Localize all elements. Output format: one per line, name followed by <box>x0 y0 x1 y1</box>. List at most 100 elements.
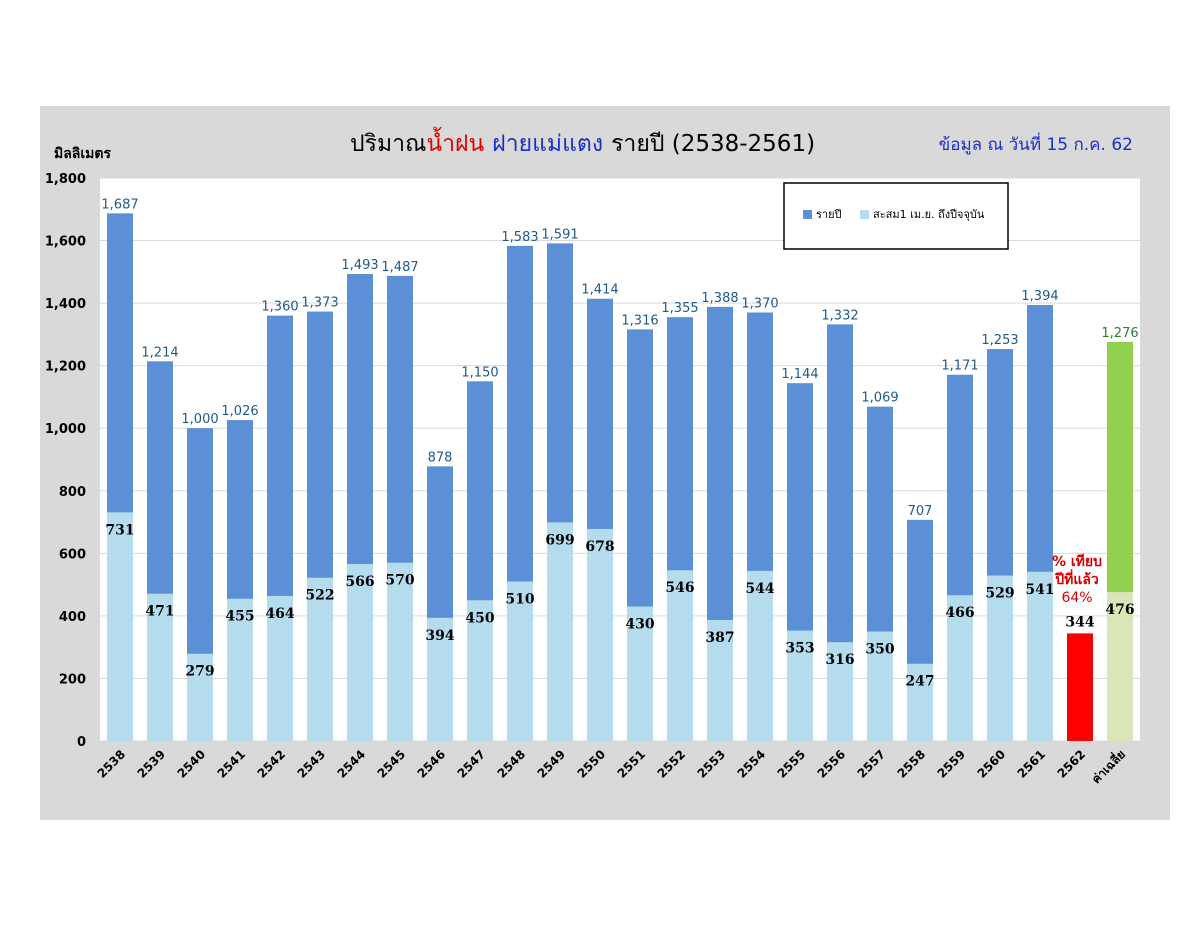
data-label-annual: 1,493 <box>341 258 378 273</box>
bar-cumulative <box>787 630 813 741</box>
data-label-cumulative: 529 <box>985 586 1014 602</box>
data-label-annual: 1,414 <box>581 283 618 298</box>
x-tick-label: 2556 <box>815 747 849 781</box>
data-label-annual: 1,360 <box>261 300 298 315</box>
title-part-2: น้ำฝน <box>426 127 484 157</box>
x-tick-label: 2539 <box>135 747 169 781</box>
bar-cumulative <box>267 595 293 741</box>
data-label-annual: 1,487 <box>381 260 418 275</box>
data-label-annual: 1,144 <box>781 367 818 382</box>
x-tick-label: 2540 <box>175 747 209 781</box>
data-label-cumulative: 466 <box>945 605 974 621</box>
comparison-annotation: % เทียบ ปีที่แล้ว 64% <box>1052 554 1102 606</box>
annotation-line-2: ปีที่แล้ว <box>1054 569 1099 588</box>
data-label-annual: 707 <box>908 504 933 519</box>
data-label-cumulative: 464 <box>265 606 294 622</box>
data-label-cumulative: 510 <box>505 591 534 607</box>
x-tick-label: 2544 <box>335 747 369 781</box>
title-part-1: ปริมาณ <box>350 131 426 157</box>
y-axis: 0 200 400 600 800 1,000 1,200 1,400 1,600 1,800 <box>45 172 86 750</box>
x-tick-label: 2554 <box>735 747 769 781</box>
chart-title: ปริมาณน้ำฝน ฝายแม่แตง รายปี (2538-2561) <box>350 127 815 157</box>
bar-cumulative <box>707 619 733 741</box>
data-label-cumulative: 279 <box>185 664 214 680</box>
x-tick-label: 2552 <box>655 747 689 781</box>
data-label-annual: 1,316 <box>621 313 658 328</box>
data-label-cumulative: 476 <box>1105 602 1134 618</box>
data-label-cumulative: 247 <box>905 674 934 690</box>
x-tick-label: 2547 <box>455 747 489 781</box>
data-label-annual: 1,069 <box>861 391 898 406</box>
x-tick-label: 2559 <box>935 747 969 781</box>
data-label-annual: 878 <box>428 450 453 465</box>
bar-cumulative <box>547 522 573 741</box>
data-label-annual: 1,000 <box>181 412 218 427</box>
data-label-annual: 1,583 <box>501 230 538 245</box>
legend-label-annual: รายปี <box>816 208 842 221</box>
bar-cumulative <box>187 653 213 741</box>
bar-cumulative <box>307 577 333 741</box>
bar-cumulative <box>747 570 773 741</box>
bar-cumulative <box>987 575 1013 741</box>
bar-cumulative <box>347 563 373 741</box>
x-tick-label: 2561 <box>1015 747 1049 781</box>
x-tick-label: 2538 <box>95 747 129 781</box>
data-label-cumulative: 344 <box>1065 614 1094 630</box>
data-label-annual: 1,591 <box>541 227 578 242</box>
data-label-annual: 1,687 <box>101 197 138 212</box>
data-label-cumulative: 353 <box>785 641 814 657</box>
x-tick-label: 2541 <box>215 747 249 781</box>
data-label-annual: 1,026 <box>221 404 258 419</box>
data-label-cumulative: 570 <box>385 573 414 589</box>
y-tick-label: 1,400 <box>45 297 86 312</box>
y-tick-label: 1,000 <box>45 422 86 437</box>
x-tick-label: 2548 <box>495 747 529 781</box>
data-label-cumulative: 455 <box>225 609 254 625</box>
y-tick-label: 200 <box>59 672 86 687</box>
data-label-annual: 1,355 <box>661 301 698 316</box>
title-part-4: รายปี (2538-2561) <box>611 131 815 157</box>
annotation-line-3: 64% <box>1061 590 1092 606</box>
legend-box <box>783 182 1009 250</box>
data-label-annual: 1,373 <box>301 296 338 311</box>
legend: รายปี สะสม1 เม.ย. ถึงปีจจุบัน <box>783 182 1009 250</box>
data-label-cumulative: 471 <box>145 604 174 620</box>
x-tick-label: 2562 <box>1055 747 1089 781</box>
bar-cumulative <box>627 606 653 741</box>
data-label-annual: 1,370 <box>741 296 778 311</box>
x-tick-label: 2549 <box>535 747 569 781</box>
y-axis-label: มิลลิเมตร <box>54 146 111 162</box>
data-label-annual: 1,388 <box>701 291 738 306</box>
data-label-cumulative: 699 <box>545 532 574 548</box>
bar-cumulative <box>947 595 973 741</box>
bar-cumulative <box>507 581 533 741</box>
legend-swatch-annual <box>803 210 812 219</box>
bar-cumulative <box>227 598 253 741</box>
data-label-cumulative: 394 <box>425 628 454 644</box>
data-label-cumulative: 387 <box>705 630 734 646</box>
y-tick-label: 1,200 <box>45 360 86 375</box>
bar-cumulative <box>587 528 613 741</box>
plot-area <box>100 178 1140 741</box>
bar-cumulative <box>1107 592 1133 741</box>
x-tick-label: 2557 <box>855 747 889 781</box>
bar-cumulative <box>387 562 413 741</box>
data-label-cumulative: 678 <box>585 539 614 555</box>
x-tick-label: 2542 <box>255 747 289 781</box>
bar-cumulative <box>1067 633 1093 741</box>
data-label-annual: 1,214 <box>141 345 178 360</box>
bar-cumulative <box>907 663 933 741</box>
data-date-note: ข้อมูล ณ วันที่ 15 ก.ค. 62 <box>939 132 1133 155</box>
data-label-cumulative: 546 <box>665 580 694 596</box>
x-tick-label: 2555 <box>775 747 809 781</box>
y-tick-label: 800 <box>59 485 86 500</box>
x-tick-label: ค่าเฉลี่ย <box>1088 746 1129 787</box>
bar-cumulative <box>107 512 133 741</box>
data-label-annual: 1,394 <box>1021 289 1058 304</box>
data-label-cumulative: 566 <box>345 574 374 590</box>
data-label-cumulative: 430 <box>625 617 654 633</box>
data-label-cumulative: 731 <box>105 522 134 538</box>
x-axis: 2538 2539 2540 2541 2542 2543 2544 2545 2546 2547… <box>95 746 1129 787</box>
annotation-line-1: % เทียบ <box>1052 554 1102 570</box>
